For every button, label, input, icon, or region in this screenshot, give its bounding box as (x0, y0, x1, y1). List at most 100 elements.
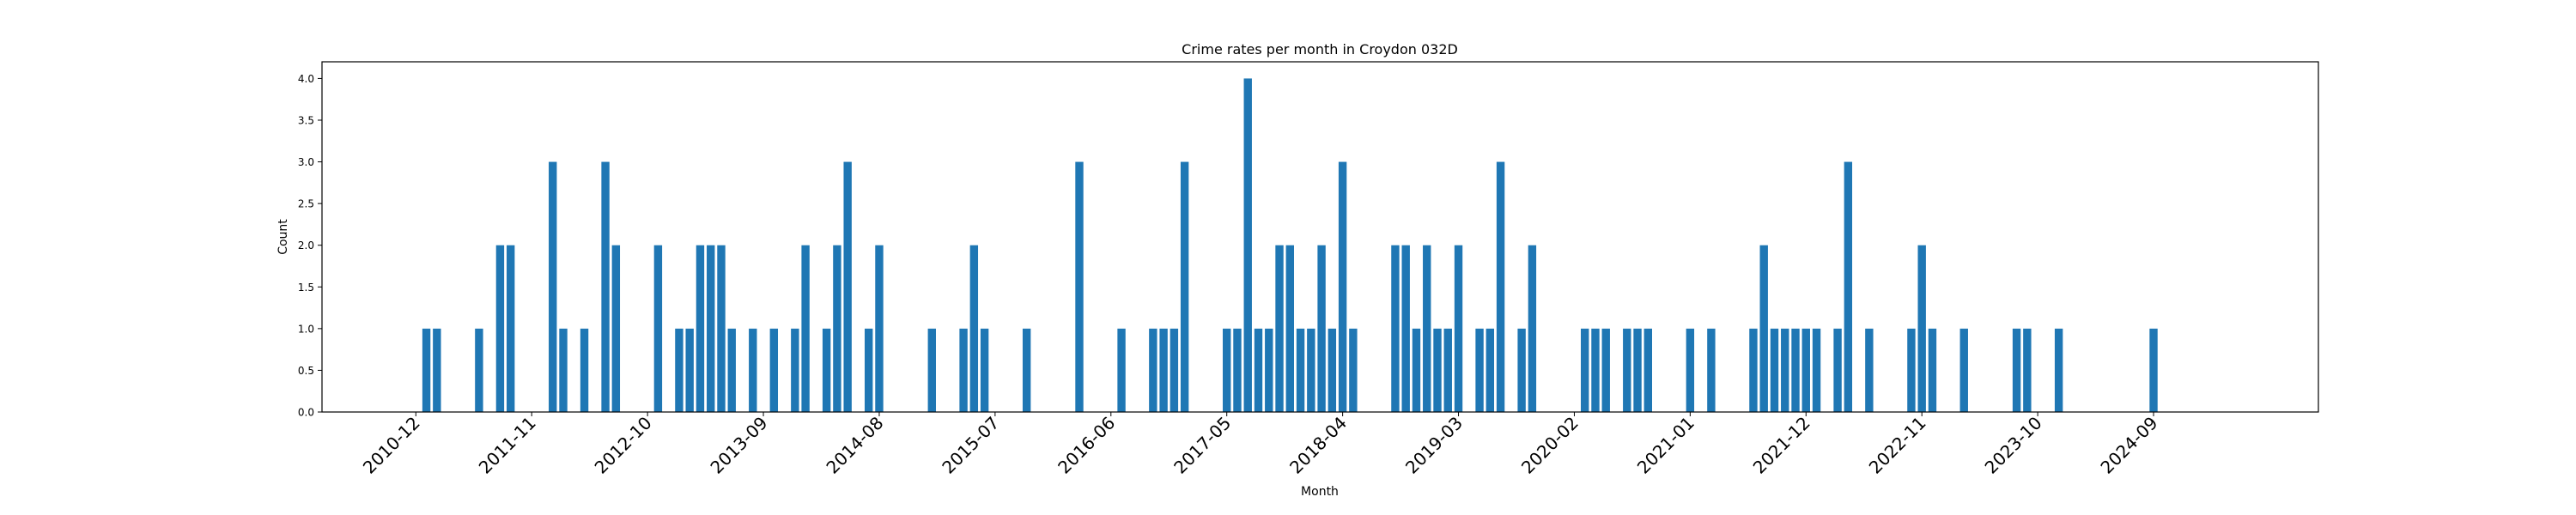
bar-2020-03 (1581, 328, 1589, 412)
bar-2017-11 (1285, 245, 1294, 412)
y-axis-label: Count (276, 219, 290, 255)
bar-2014-01 (801, 245, 810, 412)
bar-2011-02 (433, 328, 441, 412)
bar-2020-08 (1633, 328, 1642, 412)
chart-title: Crime rates per month in Croydon 032D (1182, 41, 1458, 58)
x-tick-label: 2010-12 (359, 413, 424, 478)
x-tick-label: 2016-06 (1054, 413, 1119, 478)
bar-2020-07 (1623, 328, 1631, 412)
x-tick-label: 2019-03 (1401, 413, 1467, 478)
x-tick-label: 2013-09 (707, 413, 772, 478)
bar-2017-10 (1275, 245, 1284, 412)
y-tick-label: 2.5 (298, 198, 314, 210)
bar-2018-09 (1391, 245, 1400, 412)
bar-2019-09 (1517, 328, 1526, 412)
bar-2021-09 (1770, 328, 1779, 412)
bar-2021-12 (1801, 328, 1810, 412)
bar-2022-03 (1833, 328, 1842, 412)
bar-2019-01 (1433, 328, 1442, 412)
x-tick-label: 2015-07 (938, 413, 1003, 478)
bar-2011-08 (495, 245, 505, 412)
bar-2021-10 (1781, 328, 1789, 412)
bar-2022-01 (1812, 328, 1821, 412)
y-tick-label: 0.5 (298, 365, 314, 377)
y-tick-label: 1.0 (298, 323, 314, 335)
bar-2014-08 (875, 245, 884, 412)
bar-2012-04 (580, 328, 589, 412)
bar-2012-01 (549, 161, 557, 412)
bar-2016-07 (1117, 328, 1126, 412)
x-tick-label: 2021-01 (1633, 413, 1698, 478)
bar-2020-09 (1643, 328, 1653, 412)
bar-2021-08 (1759, 245, 1768, 412)
bar-2015-10 (1022, 328, 1031, 412)
bar-2013-08 (749, 328, 757, 412)
bar-2022-11 (1917, 245, 1926, 412)
bar-2020-04 (1591, 328, 1600, 412)
y-tick-label: 1.5 (298, 282, 314, 294)
y-tick-label: 3.0 (298, 156, 314, 168)
bar-2013-12 (791, 328, 799, 412)
bar-2021-03 (1707, 328, 1716, 412)
bar-2019-07 (1496, 161, 1505, 412)
bar-2013-03 (696, 245, 705, 412)
x-tick-label: 2023-10 (1981, 413, 2046, 478)
bar-2012-06 (601, 161, 610, 412)
bar-2014-07 (864, 328, 873, 412)
bar-2021-11 (1791, 328, 1800, 412)
bar-2022-10 (1907, 328, 1916, 412)
y-tick-label: 2.0 (298, 239, 314, 251)
bar-2017-01 (1180, 161, 1189, 412)
bar-2023-03 (1959, 328, 1968, 412)
bar-2015-01 (927, 328, 936, 412)
bar-2013-06 (727, 328, 736, 412)
x-tick-label: 2018-04 (1285, 413, 1351, 478)
bar-2023-12 (2054, 328, 2063, 412)
bar-2014-04 (833, 245, 841, 412)
bar-2022-04 (1844, 161, 1853, 412)
bar-2015-04 (959, 328, 968, 412)
bar-2017-09 (1265, 328, 1273, 412)
bar-2016-11 (1159, 328, 1168, 412)
bar-2012-07 (611, 245, 621, 412)
bar-2021-01 (1686, 328, 1695, 412)
bar-2022-12 (1928, 328, 1937, 412)
bar-2018-12 (1423, 245, 1431, 412)
bar-2012-02 (559, 328, 568, 412)
bar-2016-10 (1149, 328, 1157, 412)
bar-2011-09 (506, 245, 515, 412)
bar-2021-07 (1749, 328, 1758, 412)
bar-2018-10 (1401, 245, 1410, 412)
bar-2019-02 (1443, 328, 1452, 412)
bar-2018-04 (1338, 161, 1347, 412)
y-tick-label: 0.0 (298, 407, 314, 419)
x-tick-label: 2014-08 (822, 413, 887, 478)
bar-2017-08 (1254, 328, 1263, 412)
bar-2020-05 (1601, 328, 1610, 412)
bar-2013-04 (707, 245, 715, 412)
bar-2016-03 (1075, 161, 1084, 412)
bar-2019-06 (1485, 328, 1495, 412)
y-axis: 0.0 0.5 1.0 1.5 2.0 2.5 3.0 3.5 4.0 (298, 73, 322, 419)
x-tick-label: 2020-02 (1517, 413, 1583, 478)
bar-2017-12 (1296, 328, 1305, 412)
bar-2013-10 (769, 328, 779, 412)
bar-2011-01 (422, 328, 431, 412)
x-axis: 2010-12 2011-11 2012-10 2013-09 2014-08 2015-… (359, 412, 2162, 478)
bar-2019-10 (1528, 245, 1537, 412)
bar-2013-05 (717, 245, 726, 412)
x-tick-label: 2022-11 (1865, 413, 1930, 478)
bar-2014-03 (822, 328, 831, 412)
bars-group (422, 78, 2158, 413)
bar-2023-09 (2023, 328, 2032, 412)
bar-2022-06 (1865, 328, 1874, 412)
x-tick-label: 2021-12 (1749, 413, 1814, 478)
bar-2015-05 (969, 245, 979, 412)
bar-2017-05 (1223, 328, 1231, 412)
bar-2018-03 (1327, 328, 1337, 412)
x-tick-label: 2017-05 (1170, 413, 1235, 478)
x-tick-label: 2012-10 (591, 413, 656, 478)
bar-2018-11 (1412, 328, 1421, 412)
plot-frame (321, 61, 2319, 413)
y-tick-label: 3.5 (298, 115, 314, 127)
